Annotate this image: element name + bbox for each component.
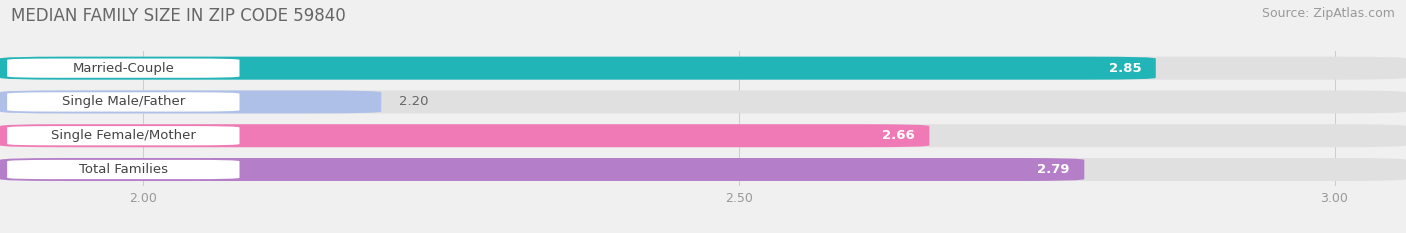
FancyBboxPatch shape: [0, 90, 381, 113]
FancyBboxPatch shape: [0, 124, 1406, 147]
Text: 2.79: 2.79: [1038, 163, 1070, 176]
FancyBboxPatch shape: [0, 158, 1406, 181]
FancyBboxPatch shape: [7, 160, 239, 179]
FancyBboxPatch shape: [0, 124, 929, 147]
Text: 2.85: 2.85: [1109, 62, 1142, 75]
FancyBboxPatch shape: [7, 126, 239, 145]
Text: 2.66: 2.66: [883, 129, 915, 142]
Text: Source: ZipAtlas.com: Source: ZipAtlas.com: [1261, 7, 1395, 20]
FancyBboxPatch shape: [0, 57, 1156, 80]
Text: Single Male/Father: Single Male/Father: [62, 96, 186, 108]
FancyBboxPatch shape: [0, 57, 1406, 80]
Text: Married-Couple: Married-Couple: [72, 62, 174, 75]
FancyBboxPatch shape: [7, 92, 239, 112]
Text: MEDIAN FAMILY SIZE IN ZIP CODE 59840: MEDIAN FAMILY SIZE IN ZIP CODE 59840: [11, 7, 346, 25]
Text: Total Families: Total Families: [79, 163, 167, 176]
Text: Single Female/Mother: Single Female/Mother: [51, 129, 195, 142]
FancyBboxPatch shape: [7, 58, 239, 78]
FancyBboxPatch shape: [0, 158, 1084, 181]
FancyBboxPatch shape: [0, 90, 1406, 113]
Text: 2.20: 2.20: [399, 96, 429, 108]
